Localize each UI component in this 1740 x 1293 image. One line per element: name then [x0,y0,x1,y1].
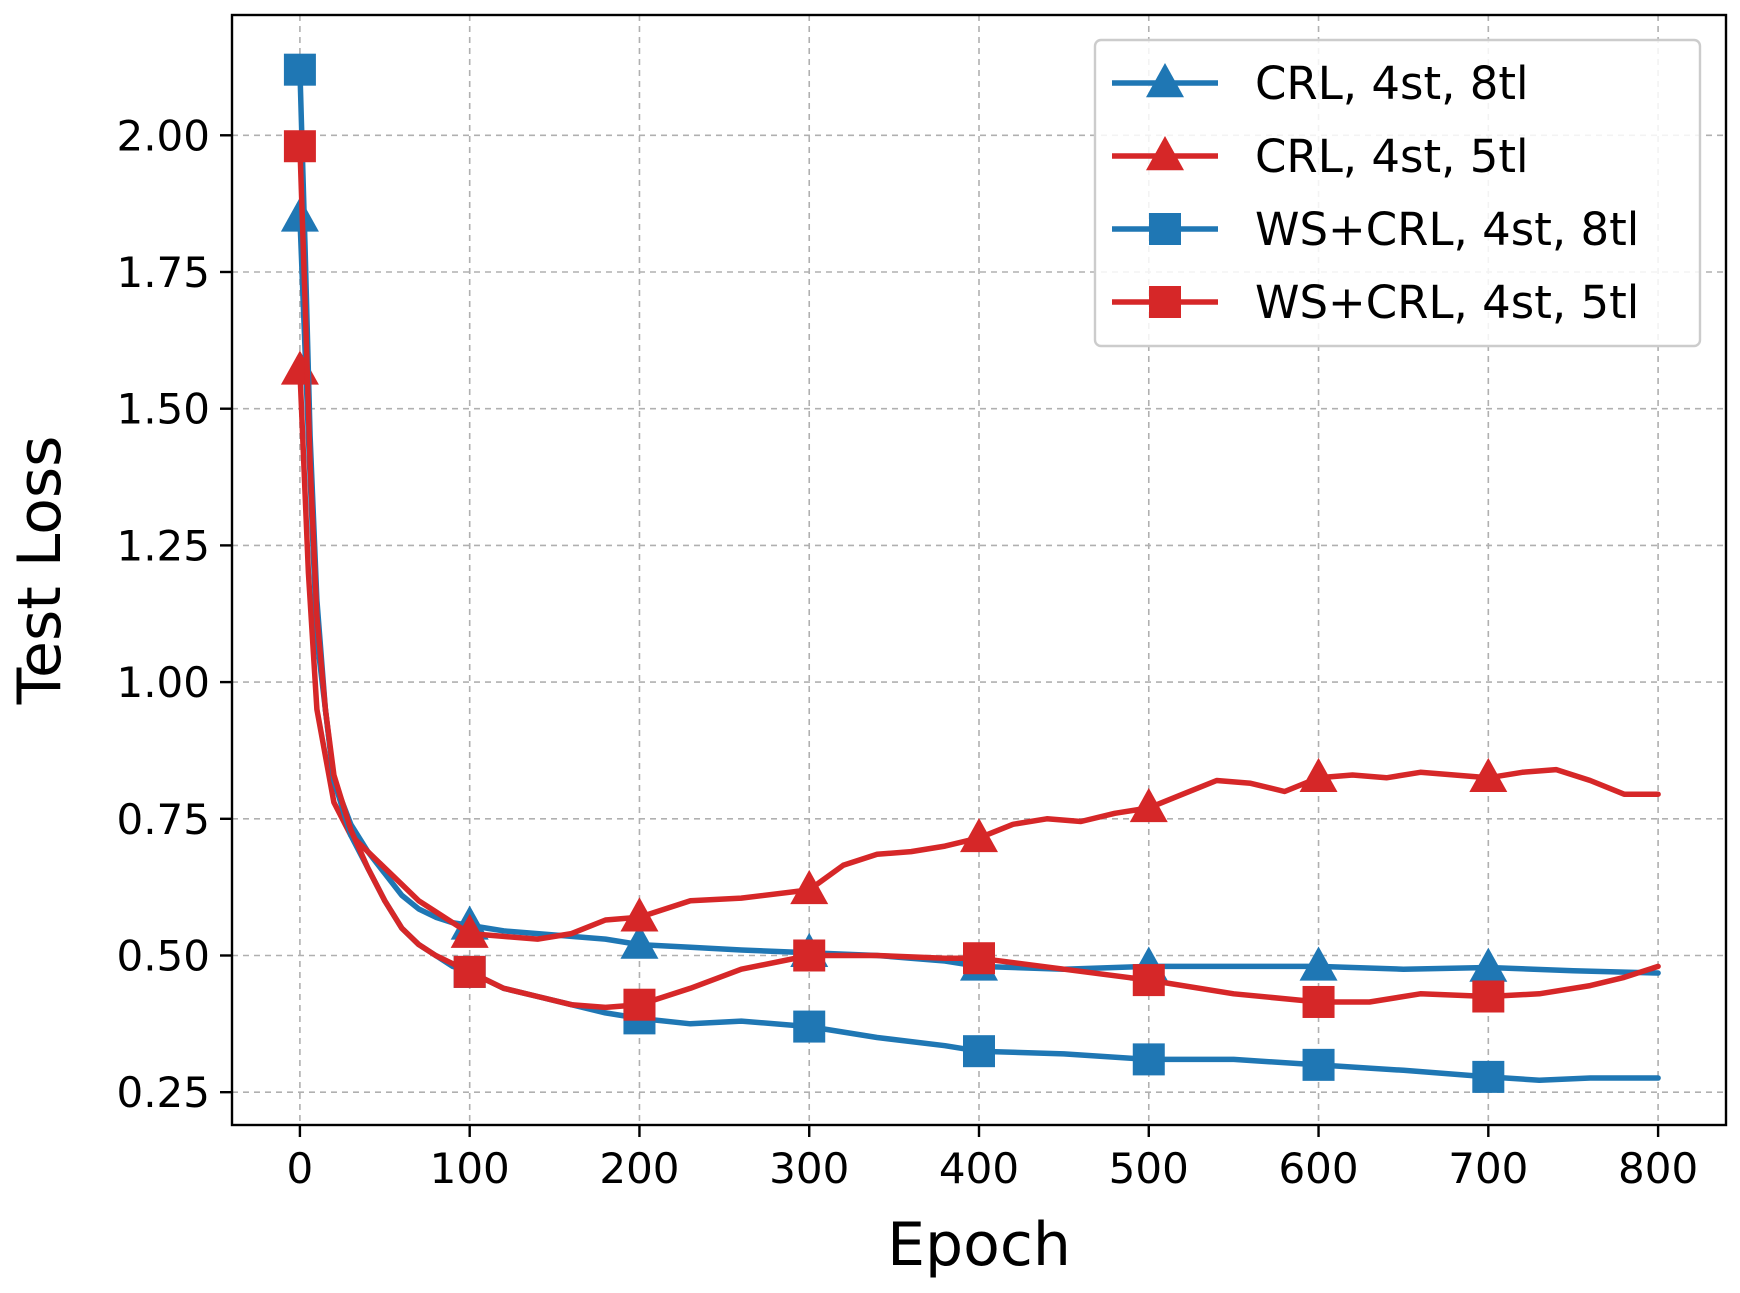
series-point [963,1035,995,1068]
series-point [793,1010,826,1043]
axes: 0 100 200 300 400 500 600 700 800 0.25 0.50 0.75 1.0… [116,111,1698,1193]
legend-entry: WS+CRL, 4st, 8tl [1112,203,1639,256]
series-point [1469,947,1508,982]
series-point [1132,1043,1165,1076]
y-tick-label: 2.00 [116,111,210,160]
x-tick-label: 0 [287,1144,314,1193]
x-tick-label: 200 [599,1144,679,1193]
legend-label: CRL, 4st, 8tl [1255,57,1528,110]
series-point [1469,757,1508,793]
y-tick-label: 1.75 [116,248,210,297]
x-axis-title: Epoch [887,1210,1071,1280]
x-tick-label: 300 [769,1144,849,1193]
series-point [790,869,829,905]
legend-entry: CRL, 4st, 5tl [1112,130,1528,183]
series-point [1472,1060,1505,1093]
series-2 [280,350,1661,948]
legend-label: WS+CRL, 4st, 5tl [1255,276,1639,329]
series-point [1132,964,1165,997]
x-tick-label: 700 [1448,1144,1528,1193]
y-tick-label: 0.75 [116,795,210,844]
series-point [450,913,489,948]
series-point [620,897,659,932]
legend-frame [1093,38,1702,348]
x-tick-label: 600 [1278,1144,1358,1193]
series-point [1472,980,1505,1013]
series-point [283,53,316,86]
y-axis-title: Test Loss [5,436,75,706]
y-tick-label: 1.25 [116,521,210,570]
legend-square-marker [1149,213,1181,245]
series-point [1302,1048,1335,1081]
y-tick-label: 0.25 [116,1068,210,1117]
series-point [963,942,995,975]
series-point [620,924,659,959]
legend-square-marker [1149,286,1181,318]
x-tick-label: 500 [1109,1144,1189,1193]
series-point [960,817,998,853]
series-point [793,939,826,972]
legend-triangle-marker [1146,63,1184,98]
series-point [1299,946,1338,981]
series-point [1129,787,1168,823]
x-tick-label: 800 [1618,1144,1698,1193]
series-point [1299,757,1338,793]
legend-label: WS+CRL, 4st, 8tl [1255,203,1639,256]
legend: CRL, 4st, 8tl CRL, 4st, 5tl WS+CRL, 4st, 8… [1093,38,1702,348]
y-tick-label: 1.00 [116,658,210,707]
legend-label: CRL, 4st, 5tl [1255,130,1528,183]
series-line [297,143,1661,1011]
series-point [283,130,316,163]
y-tick-label: 1.50 [116,385,210,434]
series-point [453,955,486,988]
legend-entry: WS+CRL, 4st, 5tl [1112,276,1639,329]
series-point [1302,985,1335,1018]
y-tick-label: 0.50 [116,931,210,980]
series-4 [283,130,1661,1021]
x-tick-label: 400 [939,1144,1019,1193]
x-tick-label: 100 [430,1144,510,1193]
series-line [297,367,1661,942]
series-layer [280,53,1661,1093]
legend-triangle-marker [1146,136,1184,171]
legend-entry: CRL, 4st, 8tl [1112,57,1528,110]
series-point [623,988,656,1021]
